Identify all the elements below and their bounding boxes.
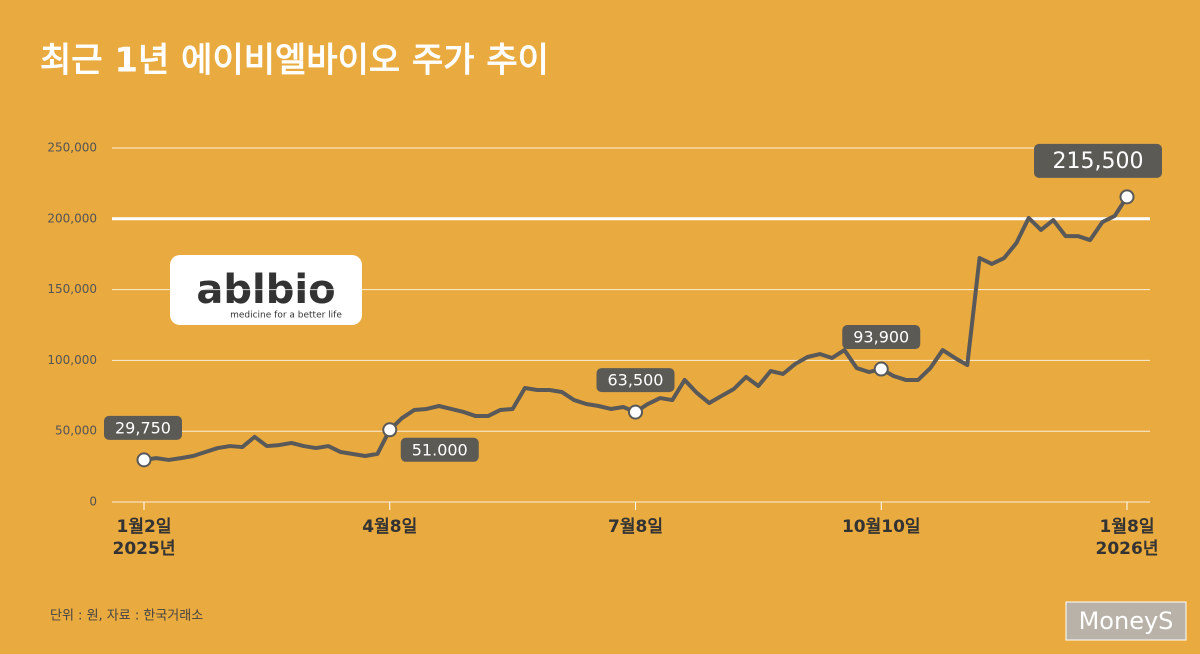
note: 단위 : 원, 자료 : 한국거래소 xyxy=(50,609,203,624)
value-label: 51.000 xyxy=(412,440,468,459)
point xyxy=(1119,189,1135,205)
value-label: 63,500 xyxy=(608,371,664,390)
y-tick-label: 200,000 xyxy=(47,211,97,225)
value-label: 29,750 xyxy=(115,418,171,437)
line xyxy=(143,195,1129,462)
value-label-box xyxy=(1034,143,1162,178)
chart-title: 최근 1년 에이비엘바이오 주가 추이 xyxy=(40,41,549,81)
point xyxy=(628,404,643,420)
y-tick-label: 150,000 xyxy=(47,282,97,296)
y-tick-label: 250,000 xyxy=(47,141,97,155)
value-label-box xyxy=(842,325,921,350)
y-tick-label: 100,000 xyxy=(47,353,97,367)
y-tick-label: 0 xyxy=(89,495,97,509)
x-tick-label: 1월8일 2026년 xyxy=(1095,517,1159,559)
x-tick-label: 1월2일 2025년 xyxy=(112,517,176,559)
value-label-box xyxy=(596,368,675,393)
point xyxy=(873,361,889,377)
value-label: 215,500 xyxy=(1053,149,1144,174)
value-label-box xyxy=(400,437,479,462)
x-tick-label: 10월10일 xyxy=(841,517,921,537)
y-tick-label: 50,000 xyxy=(55,424,97,438)
value-label: 93,900 xyxy=(853,328,909,347)
x-tick-label: 4월8일 xyxy=(362,517,418,537)
x-tick-label: 7월8일 xyxy=(608,517,663,537)
source-mark: MoneyS xyxy=(1079,607,1174,635)
logo-tagline: medicine for a better life xyxy=(230,311,342,321)
source-mark-box xyxy=(1065,601,1187,641)
point xyxy=(136,452,152,468)
value-label-box xyxy=(104,415,182,440)
point xyxy=(382,422,398,438)
